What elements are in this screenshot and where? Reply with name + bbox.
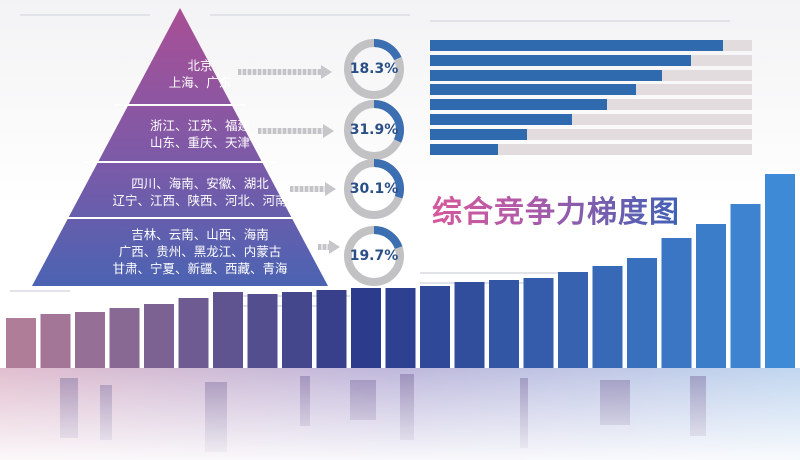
hbar [430,128,527,140]
hbar-track [430,69,752,81]
hbar-track [430,84,752,96]
column-bar [178,298,209,368]
tier-1-line: 北京 [187,58,213,73]
hbar [430,143,498,155]
column-bar [765,174,795,368]
column-bar [385,288,416,368]
horizontal-bar-chart [430,40,752,158]
tier-4-line: 广西、贵州、黑龙江、内蒙古 [118,244,282,259]
tier-3-line: 辽宁、江西、陕西、河北、河南 [112,193,288,208]
tier-3-arrow [290,182,336,196]
column-bar [6,318,36,368]
hbar [430,40,723,51]
donut-arc [344,226,404,286]
background-text-line [10,290,70,292]
tier-2-share: 31.9% [349,122,399,138]
tier-4-share: 19.7% [349,248,399,264]
tier-1-line: 上海、广东 [168,75,232,90]
tier-3-share-donut: 30.1% [343,158,405,220]
column-bar [489,280,519,368]
column-bar [523,278,554,368]
pyramid-tier-1-label: 北京 上海、广东 [70,57,330,91]
column-bar [592,266,623,368]
column-bar [661,238,692,368]
tier-1-share-donut: 18.3% [343,38,405,100]
hbar-track [430,143,752,155]
column-bar [213,292,243,368]
column-bar [282,292,312,368]
column-bar [316,290,347,368]
background-text-line [20,14,150,16]
column-bar [40,314,71,368]
column-bar [420,286,450,368]
pyramid-tier-2-label: 浙江、江苏、福建 山东、重庆、天津 [70,117,330,151]
hbar [430,69,662,81]
tier-2-share-donut: 31.9% [343,99,405,161]
tier-1-arrow [238,65,332,79]
background-text-line [420,272,560,274]
column-bar [351,288,381,368]
column-bar [454,282,485,368]
tier-2-arrow [258,124,334,138]
background-text-line [230,305,330,307]
background-text-line [210,14,410,16]
hbar [430,84,637,96]
column-bar [558,272,588,368]
chart-title: 综合竞争力梯度图 [432,187,680,231]
column-bar [247,294,278,368]
column-bar [144,304,174,368]
donut-arc [344,159,404,219]
reflection-fade [0,368,800,460]
tier-2-line: 浙江、江苏、福建 [149,118,250,133]
tier-3-share: 30.1% [349,181,399,197]
hbar [430,114,572,125]
tier-1-share: 18.3% [349,61,399,77]
hbar-track [430,99,752,111]
hbar [430,54,691,66]
hbar [430,99,608,111]
column-bar [109,308,140,368]
hbar-track [430,40,752,51]
background-text-line [430,20,730,22]
hbar-track [430,128,752,140]
hbar-track [430,114,752,125]
tier-4-share-donut: 19.7% [343,225,405,287]
donut-arc [344,39,404,99]
column-bars [6,174,795,368]
tier-4-line: 甘肃、宁夏、新疆、西藏、青海 [112,261,288,276]
pyramid-shape [32,8,328,286]
hbar-track [430,54,752,66]
column-bar [730,204,761,368]
tier-4-line: 吉林、云南、山西、海南 [131,227,269,242]
tier-3-line: 四川、海南、安徽、湖北 [131,176,269,191]
tier-2-line: 山东、重庆、天津 [149,135,250,150]
pyramid-tier-4-label: 吉林、云南、山西、海南 广西、贵州、黑龙江、内蒙古 甘肃、宁夏、新疆、西藏、青海 [70,226,330,277]
column-bar [75,312,105,368]
tier-4-arrow [318,240,340,254]
column-bar [696,224,726,368]
column-bar [627,258,657,368]
donut-arc [344,100,404,160]
pyramid-tier-3-label: 四川、海南、安徽、湖北 辽宁、江西、陕西、河北、河南 [70,175,330,209]
